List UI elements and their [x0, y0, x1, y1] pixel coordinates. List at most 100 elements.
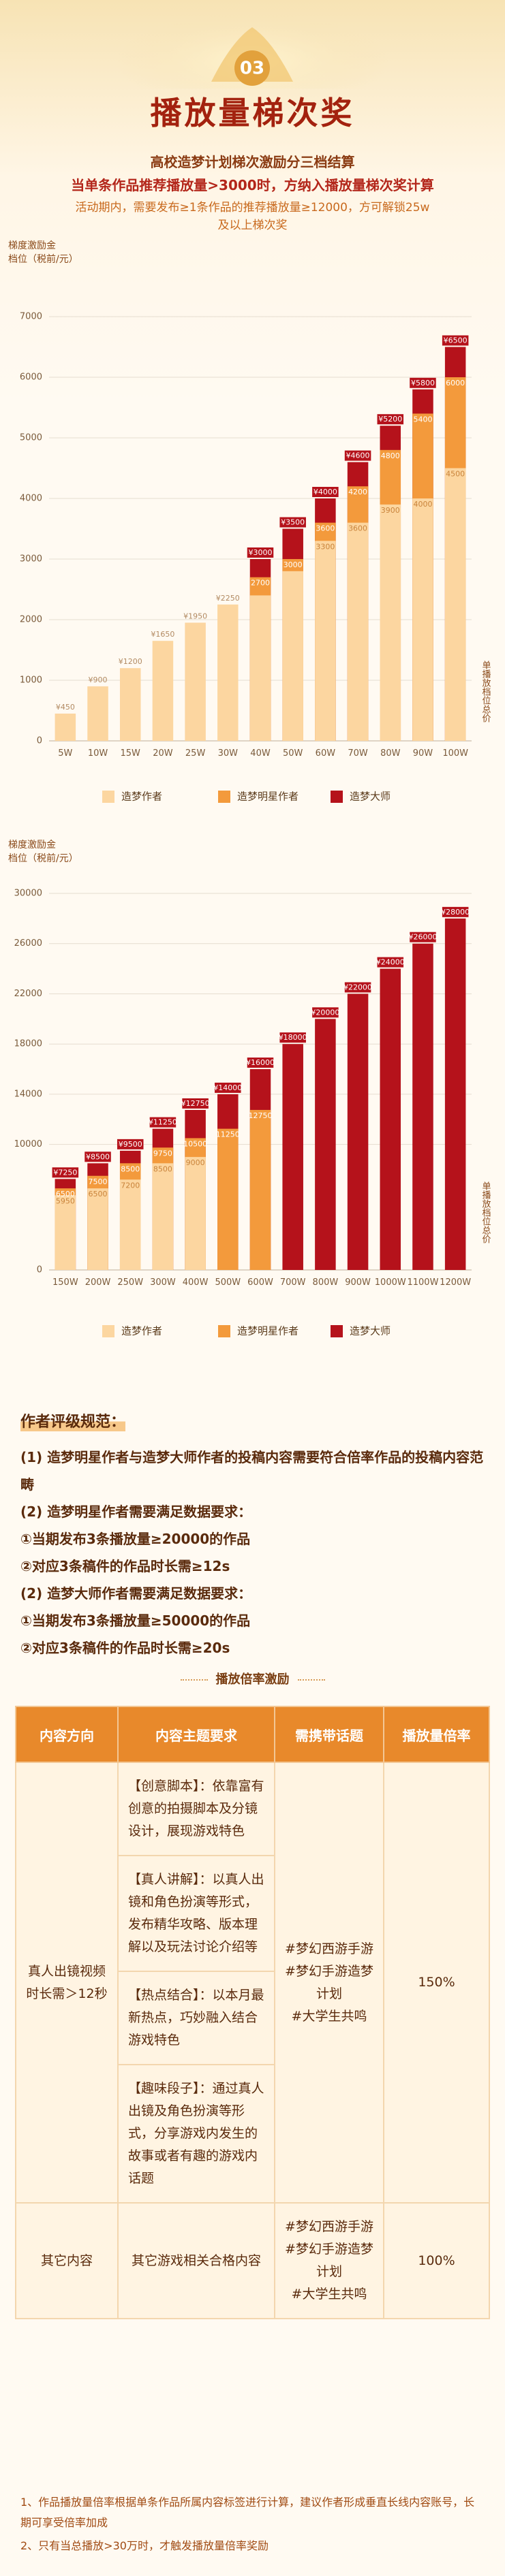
- value-label: ¥24000: [376, 958, 405, 967]
- y-tick-label: 22000: [14, 989, 42, 999]
- value-label-box: [215, 1082, 241, 1093]
- x-tick-label: 200W: [85, 1277, 111, 1288]
- value-label-box: [247, 547, 274, 558]
- y-tick-label: 18000: [14, 1039, 42, 1049]
- x-tick-label: 30W: [218, 748, 239, 759]
- bar: [152, 641, 174, 741]
- value-label: 7200: [121, 1181, 140, 1190]
- value-label: ¥1650: [151, 630, 174, 639]
- value-label: ¥16000: [246, 1058, 275, 1067]
- badge-number: 03: [240, 59, 264, 79]
- value-label: ¥20000: [311, 1008, 339, 1017]
- value-label: ¥12750: [181, 1099, 210, 1108]
- value-label: 6500: [56, 1190, 75, 1198]
- header-cell: 播放量倍率: [383, 1706, 490, 1763]
- value-label-box: [442, 906, 469, 917]
- value-label: 4800: [381, 451, 400, 460]
- bar: [119, 1179, 141, 1270]
- multiplier-heading: 播放倍率激励: [0, 1670, 505, 1687]
- value-label: 4500: [446, 470, 465, 479]
- value-label-box: [377, 957, 404, 968]
- header-cell: 内容方向: [15, 1706, 119, 1763]
- rating-item: ②对应3条稿件的作品时长需≥20s: [20, 1640, 230, 1656]
- x-tick-label: 800W: [313, 1277, 339, 1288]
- x-tick-label: 100W: [442, 748, 468, 759]
- y-axis-label: 梯度激励金: [8, 240, 56, 251]
- x-tick-label: 1200W: [440, 1277, 471, 1288]
- value-label: ¥5800: [411, 379, 435, 387]
- y-tick-label: 0: [37, 1265, 42, 1275]
- footnotes: 1、作品播放量倍率根据单条作品所属内容标签进行计算，建议作者形成垂直长线内容账号…: [20, 2492, 484, 2559]
- value-label-box: [410, 377, 436, 388]
- value-label: 3000: [284, 560, 303, 569]
- y-tick-label: 30000: [14, 889, 42, 899]
- legend-label: 造梦明星作者: [237, 791, 299, 803]
- header-cell: 需携带话题: [274, 1706, 384, 1763]
- x-tick-label: 5W: [58, 748, 72, 759]
- bar: [347, 993, 369, 1270]
- value-label-box: [85, 1151, 111, 1162]
- value-label: ¥8500: [86, 1152, 110, 1161]
- bar: [119, 668, 141, 741]
- value-label: ¥4000: [313, 488, 337, 496]
- bar: [315, 541, 336, 741]
- y-tick-label: 10000: [14, 1139, 42, 1149]
- value-label: ¥3000: [249, 548, 273, 557]
- topic: #大学生共鸣: [291, 2287, 367, 2302]
- topics: #梦幻西游手游 #梦幻手游造梦计划 #大学生共鸣: [274, 1762, 384, 2204]
- value-label-box: [182, 1098, 209, 1109]
- value-label: 2700: [251, 579, 270, 588]
- y-tick-label: 26000: [14, 938, 42, 949]
- x-tick-label: 70W: [348, 748, 368, 759]
- value-label: 3300: [316, 542, 335, 551]
- header-cell: 内容主题要求: [117, 1706, 275, 1763]
- value-label: ¥11250: [149, 1118, 177, 1127]
- value-label: ¥900: [89, 675, 108, 684]
- value-label-box: [442, 335, 469, 346]
- y-tick-label: 0: [37, 736, 42, 746]
- legend-swatch: [331, 791, 343, 803]
- value-label: 3600: [348, 524, 367, 533]
- rating-item: ①当期发布3条播放量≥50000的作品: [20, 1612, 251, 1629]
- topic: #梦幻西游手游: [285, 2219, 373, 2234]
- value-label: ¥26000: [408, 933, 437, 942]
- bar: [315, 1019, 336, 1270]
- value-label: ¥450: [56, 703, 75, 712]
- value-label-box: [410, 932, 436, 942]
- value-label: 10500: [183, 1139, 207, 1148]
- value-label-box: [312, 1007, 339, 1018]
- section-title: 播放倍率激励: [215, 1672, 290, 1687]
- header-badge: 03: [116, 14, 388, 89]
- note: 活动期内，需要发布≥1条作品的推荐播放量≥12000，方可解锁25w及以上梯次奖: [75, 201, 430, 232]
- legend-label: 造梦大师: [350, 1325, 391, 1337]
- value-label: 5400: [413, 415, 432, 424]
- bar: [217, 1128, 239, 1270]
- bar: [87, 1188, 108, 1270]
- x-tick-label: 1100W: [407, 1277, 438, 1288]
- x-tick-label: 80W: [380, 748, 401, 759]
- theme: 【真人讲解】：以真人出镜和角色扮演等形式，发布精华攻略、版本理解以及玩法讨论介绍…: [117, 1855, 275, 1972]
- value-label: 6500: [89, 1190, 108, 1198]
- value-label: ¥9500: [119, 1140, 142, 1149]
- bar: [185, 1157, 206, 1270]
- footnote: 1、作品播放量倍率根据单条作品所属内容标签进行计算，建议作者形成垂直长线内容账号…: [20, 2496, 475, 2529]
- x-tick-label: 20W: [153, 748, 173, 759]
- topic: #大学生共鸣: [291, 2008, 367, 2024]
- value-label-box: [344, 982, 371, 993]
- value-label: 4200: [348, 488, 367, 496]
- x-tick-label: 700W: [280, 1277, 306, 1288]
- bar: [217, 604, 239, 741]
- x-tick-label: 150W: [52, 1277, 78, 1288]
- theme: 【热点结合】：以本月最新热点，巧妙融入结合游戏特色: [117, 1971, 275, 2065]
- legend-swatch: [102, 1325, 114, 1337]
- bar: [55, 713, 76, 741]
- value-label: 4000: [413, 500, 432, 509]
- legend-swatch: [218, 791, 230, 803]
- bar: [347, 522, 369, 741]
- value-label-box: [52, 1167, 79, 1178]
- y-tick-label: 1000: [20, 675, 42, 686]
- ratio: 100%: [383, 2202, 490, 2319]
- bar: [444, 918, 466, 1270]
